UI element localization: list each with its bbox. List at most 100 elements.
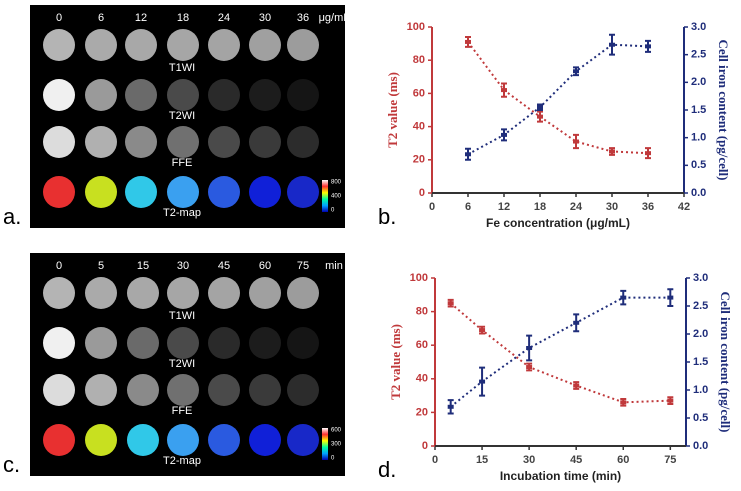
colorbar-label: 0 [331,456,335,462]
y2-tick-label: 0.0 [693,440,708,452]
y2-tick-label: 0.5 [693,412,708,424]
column-label: 0 [56,12,62,24]
y2-tick-label: 1.0 [691,132,706,144]
y-tick-label: 20 [413,154,425,166]
mri-sample [167,424,199,456]
series-line [467,41,649,155]
mri-sample [167,176,199,208]
row-label: T2WI [169,110,195,122]
mri-sample [43,327,75,359]
y-tick-label: 60 [413,87,425,99]
colorbar-label: 400 [331,194,342,200]
panel-label: a. [3,204,21,229]
mri-sample [85,424,117,456]
colorbar [322,428,328,460]
y2-tick-label: 3.0 [691,21,706,33]
marker [573,139,579,144]
mri-sample [85,79,117,111]
mri-sample [43,29,75,61]
mri-sample [287,176,319,208]
x-tick-label: 45 [570,454,582,466]
column-label: 12 [135,12,147,24]
marker [667,398,674,403]
mri-sample [127,374,159,406]
column-label: 15 [137,260,149,272]
y2-tick-label: 2.0 [693,328,708,340]
mri-sample [287,374,319,406]
x-axis-title: Incubation time (min) [500,469,621,483]
colorbar [322,180,328,212]
column-label: 30 [259,12,271,24]
y-tick-label: 100 [410,272,428,284]
mri-sample [208,126,240,158]
marker [537,105,543,110]
column-label: 36 [297,12,309,24]
y2-tick-label: 1.5 [693,356,708,368]
row-label: T1WI [169,62,195,74]
row-label: FFE [172,405,193,417]
x-tick-label: 30 [523,454,535,466]
y-tick-label: 0 [422,440,428,452]
mri-sample [249,79,281,111]
marker [526,365,533,370]
y-tick-label: 40 [416,373,428,385]
x-tick-label: 42 [678,201,690,213]
marker [609,42,615,47]
marker [573,383,580,388]
mri-sample [287,277,319,309]
mri-sample [208,29,240,61]
mri-sample [208,176,240,208]
mri-sample [287,126,319,158]
column-label: 45 [218,260,230,272]
mri-sample [85,277,117,309]
x-tick-label: 0 [432,454,438,466]
colorbar-label: 300 [331,442,342,448]
marker [501,88,507,93]
x-tick-label: 18 [534,201,546,213]
marker [667,295,674,300]
y-tick-label: 80 [416,306,428,318]
mri-sample [167,29,199,61]
column-label: 5 [98,260,104,272]
y-tick-label: 100 [407,21,425,33]
mri-sample [43,277,75,309]
mri-sample [125,176,157,208]
mri-sample [85,126,117,158]
x-axis-title: Fe concentration (μg/mL) [486,216,630,230]
mri-sample [43,126,75,158]
mri-sample [43,374,75,406]
x-tick-label: 30 [606,201,618,213]
marker [465,39,471,44]
y2-axis-title: Cell iron content (pg/cell) [716,40,731,181]
x-tick-label: 12 [498,201,510,213]
x-tick-label: 24 [570,201,583,213]
mri-sample [127,277,159,309]
y-tick-label: 80 [413,54,425,66]
marker [645,151,651,156]
y-axis-title: T2 value (ms) [385,72,400,148]
mri-sample [208,327,240,359]
row-label: T2WI [169,358,195,370]
y2-tick-label: 1.5 [691,104,706,116]
mri-sample [249,327,281,359]
x-tick-label: 6 [465,201,471,213]
marker [479,328,486,333]
column-label: 75 [297,260,309,272]
marker [573,320,580,325]
unit-label: μg/mL [319,12,350,24]
mri-sample [287,29,319,61]
mri-sample [85,176,117,208]
mri-sample [249,374,281,406]
marker [609,149,615,154]
y2-axis-title: Cell iron content (pg/cell) [718,292,733,433]
mri-sample [43,424,75,456]
row-label: T2-map [163,207,201,219]
column-label: 0 [56,260,62,272]
colorbar-label: 0 [331,208,335,214]
panel-label: d. [378,457,396,482]
column-label: 18 [177,12,189,24]
marker [620,295,627,300]
mri-sample [249,424,281,456]
y-tick-label: 20 [416,406,428,418]
